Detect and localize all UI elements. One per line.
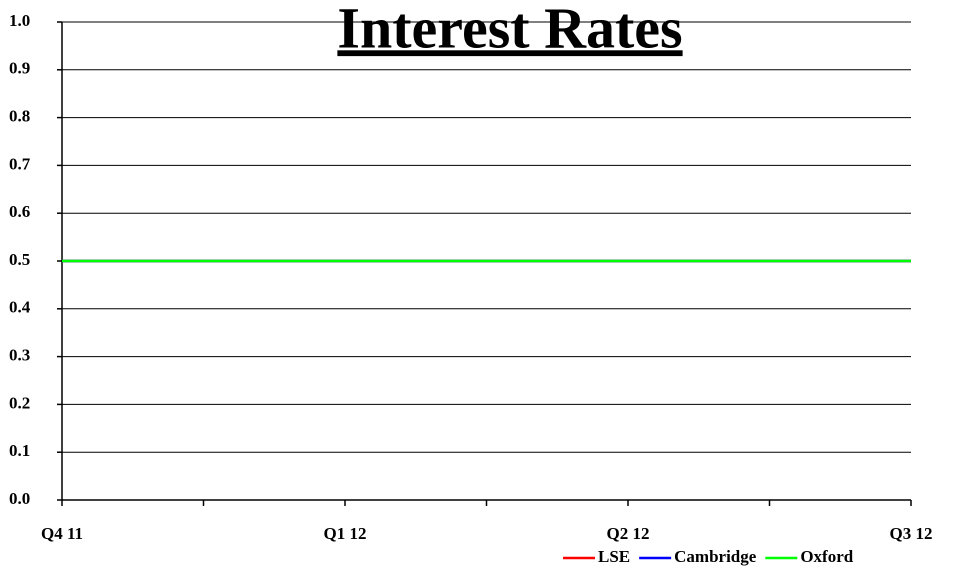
x-tick-label: Q3 12 [890,524,933,543]
y-tick-label: 0.1 [9,441,30,460]
y-tick-label: 0.5 [9,250,30,269]
y-tick-label: 0.7 [9,154,31,173]
x-tick-label: Q4 11 [41,524,83,543]
legend-label: LSE [598,547,630,566]
legend-label: Oxford [800,547,853,566]
y-tick-label: 0.3 [9,346,30,365]
y-tick-label: 0.6 [9,202,30,221]
y-tick-label: 0.9 [9,59,30,78]
x-tick-label: Q2 12 [607,524,650,543]
chart-title: Interest Rates [337,0,682,60]
y-tick-label: 0.0 [9,489,30,508]
y-tick-label: 0.8 [9,107,30,126]
y-tick-label: 0.2 [9,393,30,412]
x-tick-label: Q1 12 [324,524,367,543]
y-tick-label: 1.0 [9,11,30,30]
legend-label: Cambridge [674,547,757,566]
y-tick-label: 0.4 [9,298,31,317]
